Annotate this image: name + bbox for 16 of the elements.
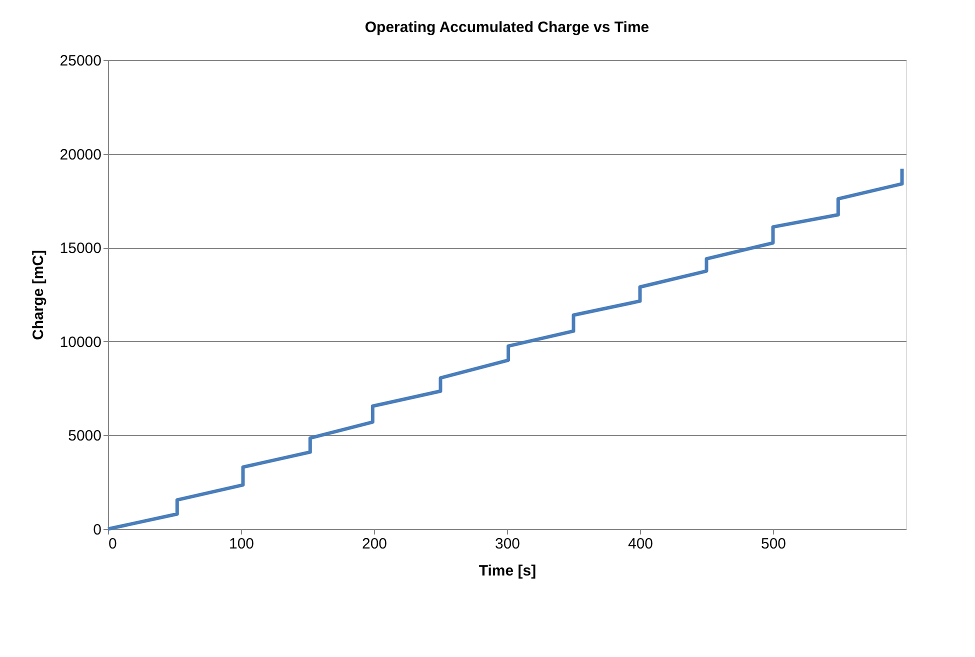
x-tick-label: 300 (494, 536, 520, 552)
x-axis-title: Time [s] (478, 562, 536, 580)
y-tick-label: 0 (93, 522, 102, 538)
y-tick-label: 20000 (60, 146, 102, 164)
line-series (106, 167, 904, 531)
y-tick-label: 10000 (60, 334, 102, 351)
x-tick-label: 500 (760, 536, 786, 552)
x-tick-label: 0 (108, 536, 117, 552)
x-tick-label: 400 (628, 536, 654, 552)
y-tick-label: 15000 (60, 240, 102, 258)
chart-title: Operating Accumulated Charge vs Time (364, 19, 650, 36)
y-tick-label: 5000 (68, 428, 102, 445)
y-tick-label: 25000 (60, 52, 102, 70)
x-tick-label: 200 (362, 536, 388, 552)
x-tick-label: 100 (228, 536, 254, 552)
y-axis-title: Charge [mC] (30, 250, 47, 340)
